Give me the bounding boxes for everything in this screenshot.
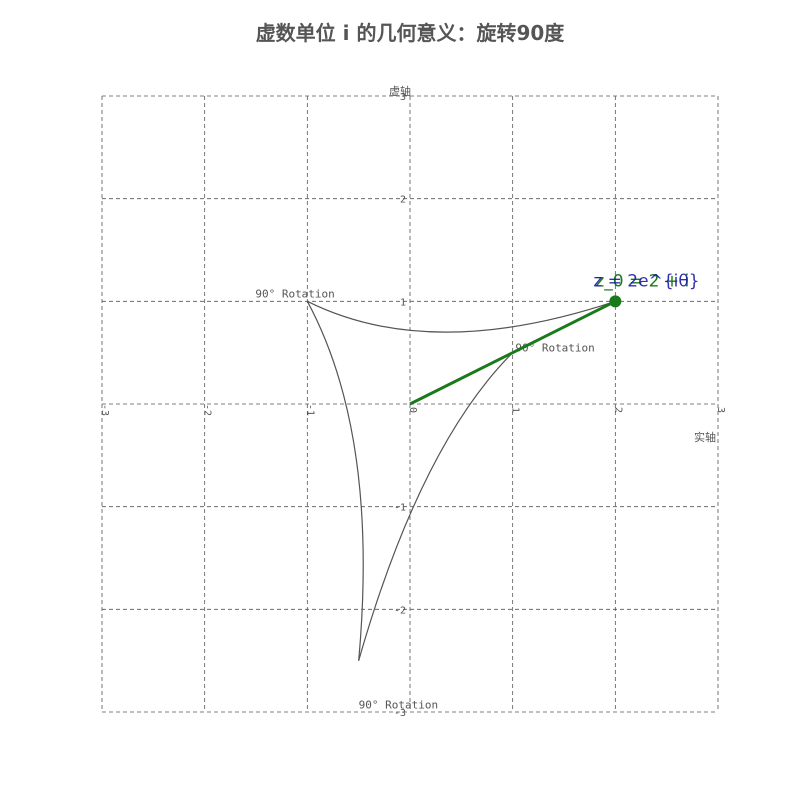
chart-title: 虚数单位 i 的几何意义：旋转90度: [256, 21, 566, 45]
x-tick-label: 0: [407, 407, 418, 413]
x-tick-label: -3: [99, 404, 110, 416]
y-tick-label: -2: [394, 605, 406, 616]
point-label-z0: z_0 = 2 + i: [595, 271, 689, 291]
data-point: [609, 295, 622, 308]
y-tick-label: -3: [394, 708, 406, 719]
rotation-label: 90° Rotation: [255, 287, 334, 300]
rotation-arc: [306, 301, 364, 661]
vector-line: [409, 299, 617, 406]
x-tick-label: 1: [510, 407, 521, 413]
rotation-arc: [358, 352, 514, 661]
rotation-label: 90° Rotation: [515, 341, 594, 354]
rotation-arc: [307, 300, 616, 333]
x-tick-label: -1: [304, 404, 315, 416]
y-tick-label: 3: [400, 92, 406, 103]
data-marks: z_0 = 2 + iz = 2e^{iθ}: [409, 271, 700, 406]
x-tick-label: -2: [202, 404, 213, 416]
rotation-arcs: 90° Rotation 90° Rotation 90° Rotation: [255, 287, 616, 712]
y-tick-label: 1: [400, 297, 406, 308]
x-tick-label: 3: [715, 407, 726, 413]
y-tick-label: 2: [400, 195, 406, 206]
x-tick-label: 2: [612, 407, 623, 413]
y-axis-label: 虚轴: [389, 84, 411, 98]
rotation-label: 90° Rotation: [359, 699, 438, 712]
point-label-z: z = 2e^{iθ}: [593, 271, 699, 291]
x-axis-label: 实轴: [694, 430, 716, 444]
y-tick-label: -1: [394, 503, 406, 514]
tick-labels: -3 -2 -1 0 1 2 3 -3 -2 -1 1 2 3: [99, 92, 726, 719]
